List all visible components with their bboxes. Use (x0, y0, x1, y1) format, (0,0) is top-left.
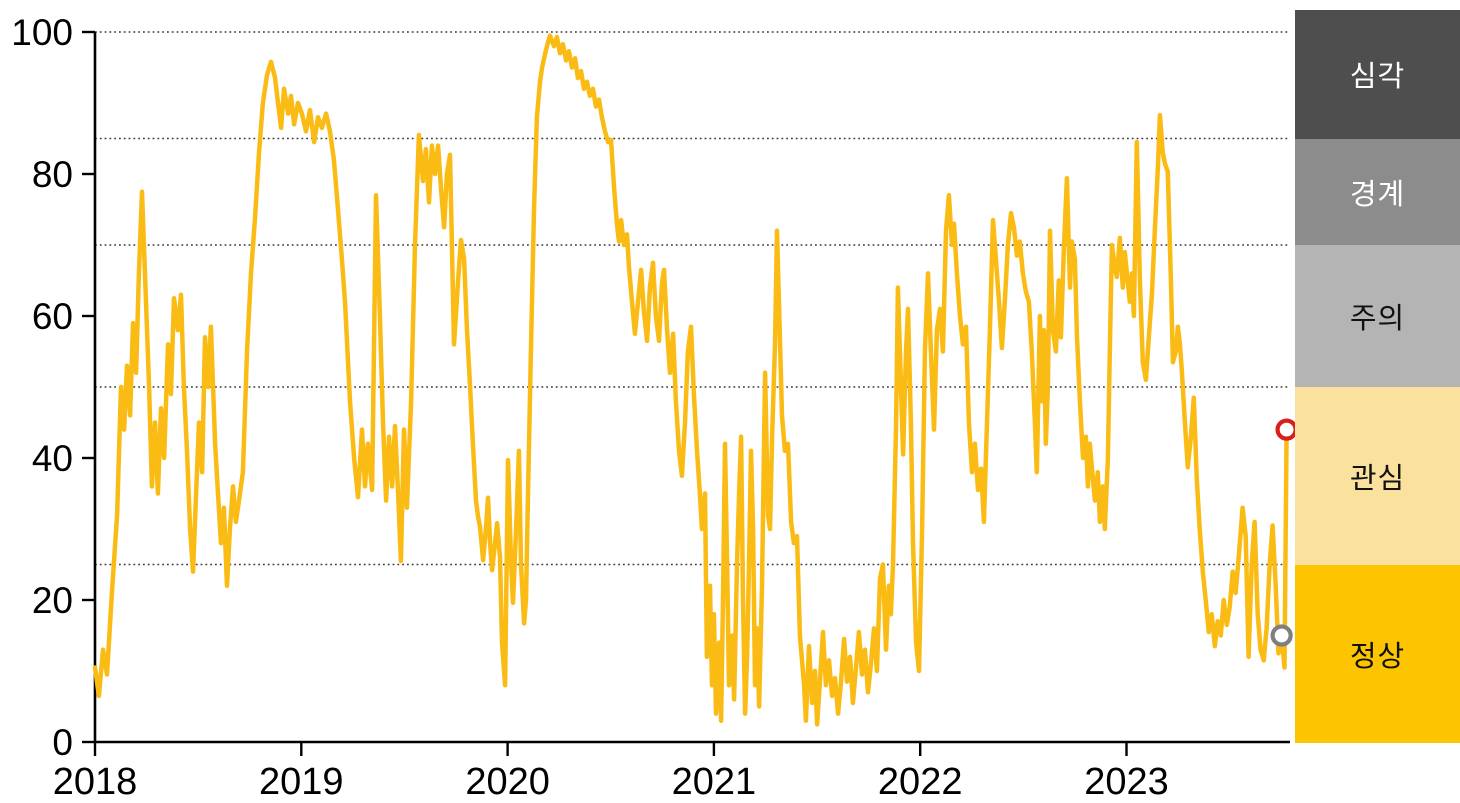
y-tick-label: 100 (11, 12, 73, 53)
legend-band-label: 심각 (1349, 61, 1406, 94)
legend-band-label: 주의 (1349, 303, 1406, 335)
legend-band-attention: 관심 (1295, 387, 1460, 565)
x-tick-label: 2019 (259, 761, 344, 803)
legend-band-alert: 경계 (1295, 138, 1460, 245)
legend-band-label: 관심 (1349, 462, 1406, 495)
x-tick-label: 2023 (1084, 761, 1169, 803)
x-tick-label: 2020 (465, 761, 550, 803)
risk-level-legend-strip: 심각 경계 주의 관심 정상 (1295, 10, 1460, 743)
x-tick-label: 2022 (878, 761, 963, 803)
x-tick-label: 2021 (672, 761, 757, 803)
marker-latest-value (1275, 418, 1298, 441)
y-tick-label: 80 (32, 154, 73, 195)
legend-band-caution: 주의 (1295, 245, 1460, 387)
y-tick-label: 20 (32, 580, 73, 621)
marker-previous-value (1270, 624, 1293, 647)
legend-band-severe: 심각 (1295, 10, 1460, 139)
x-tick-label: 2018 (53, 761, 138, 803)
y-tick-label: 0 (52, 722, 73, 763)
series-line (92, 33, 1289, 727)
y-tick-label: 60 (32, 296, 73, 337)
legend-band-normal: 정상 (1295, 564, 1460, 743)
y-tick-label: 40 (32, 438, 73, 479)
legend-band-label: 경계 (1349, 178, 1406, 211)
legend-band-label: 정상 (1349, 640, 1406, 673)
